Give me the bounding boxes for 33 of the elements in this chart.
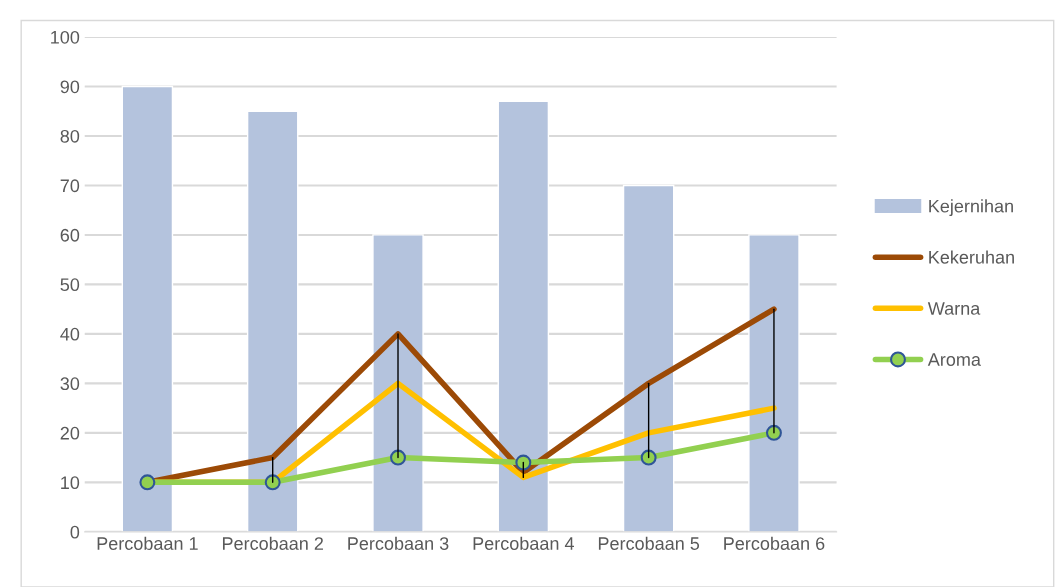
point — [390, 449, 406, 466]
legend-label: Aroma — [927, 353, 981, 366]
bar — [497, 100, 550, 532]
y-tick-label: 70 — [60, 179, 80, 193]
y-tick-label: 90 — [60, 80, 80, 94]
bar — [246, 110, 299, 532]
point — [765, 424, 782, 441]
point — [640, 449, 657, 466]
x-tick-label: Percobaan 5 — [598, 536, 700, 550]
legend-label: Warna — [927, 302, 981, 315]
y-tick-label: 60 — [60, 228, 80, 242]
x-tick-label: Percobaan 4 — [473, 536, 574, 550]
bar — [622, 184, 675, 532]
point — [264, 474, 281, 491]
bar — [748, 234, 800, 532]
x-tick-label: Percobaan 2 — [222, 536, 323, 550]
point — [139, 474, 156, 491]
point — [515, 454, 532, 471]
bar — [372, 234, 424, 532]
x-tick-label: Percobaan 1 — [97, 536, 198, 550]
y-tick-label: 40 — [60, 327, 80, 341]
bar — [121, 85, 174, 532]
y-tick-label: 50 — [60, 278, 80, 292]
y-tick-label: 30 — [60, 377, 80, 391]
x-tick-label: Percobaan 6 — [724, 536, 825, 550]
y-tick-label: 20 — [60, 426, 80, 440]
y-tick-label: 100 — [51, 30, 80, 44]
y-tick-label: 10 — [61, 476, 80, 490]
legend-label: Kejernihan — [929, 199, 1013, 217]
y-tick-label: 80 — [60, 129, 80, 143]
legend-label: Kekeruhan — [929, 250, 1014, 264]
y-tick-label: 0 — [70, 525, 80, 539]
x-tick-label: Percobaan 3 — [348, 536, 449, 550]
